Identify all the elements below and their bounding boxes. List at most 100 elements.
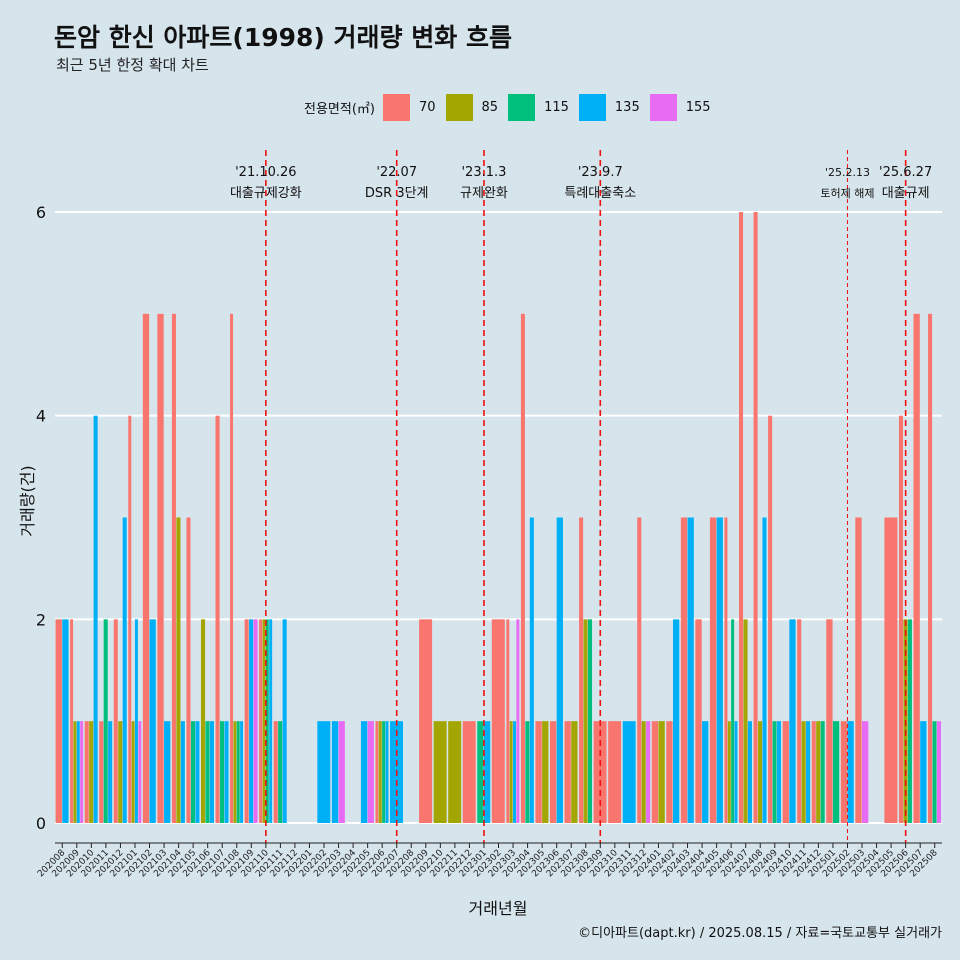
bar-202105-135 bbox=[195, 721, 200, 823]
y-tick-label: 6 bbox=[36, 203, 46, 222]
bar-202110-135 bbox=[269, 619, 273, 823]
bar-202304-135 bbox=[529, 517, 534, 823]
legend-swatch bbox=[445, 93, 473, 121]
bar-202108-85 bbox=[233, 721, 237, 823]
bar-202107-70 bbox=[215, 415, 220, 823]
event-date: '23.1.3 bbox=[461, 165, 506, 180]
bar-202506-70 bbox=[898, 415, 904, 823]
bar-202411-135 bbox=[806, 721, 811, 823]
bar-202211-85 bbox=[448, 721, 462, 823]
legend-swatch bbox=[508, 93, 536, 121]
legend-item-155: 155 bbox=[649, 93, 711, 121]
legend-label: 155 bbox=[685, 99, 711, 115]
bar-202503-70 bbox=[855, 517, 862, 823]
bar-202306-70 bbox=[549, 721, 557, 823]
bar-202402-135 bbox=[672, 619, 680, 823]
bar-202206-70 bbox=[375, 721, 379, 823]
y-tick-label: 4 bbox=[36, 407, 46, 426]
bar-202403-135 bbox=[687, 517, 694, 823]
legend-item-85: 85 bbox=[445, 93, 499, 121]
bar-202406-115 bbox=[731, 619, 735, 823]
bar-202507-135 bbox=[920, 721, 927, 823]
bar-202104-70 bbox=[171, 313, 176, 823]
legend-label: 115 bbox=[544, 99, 569, 115]
bar-202408-70 bbox=[753, 212, 758, 823]
bar-202206-135 bbox=[385, 721, 389, 823]
event-label: 규제완화 bbox=[460, 186, 508, 201]
bar-202008-135 bbox=[62, 619, 69, 823]
bar-202305-70 bbox=[535, 721, 542, 823]
bar-202111-135 bbox=[282, 619, 287, 823]
bar-202401-85 bbox=[658, 721, 665, 823]
bar-202402-70 bbox=[666, 721, 673, 823]
bar-202409-70 bbox=[768, 415, 773, 823]
bar-202304-70 bbox=[520, 313, 525, 823]
bar-202111-115 bbox=[278, 721, 283, 823]
event-date: '25.2.13 bbox=[825, 166, 870, 179]
annotation-layer: '21.10.26 대출규제강화 '22.07 DSR 3단계 '23.1.3 규제완화 '… bbox=[230, 150, 932, 843]
bar-202103-135 bbox=[164, 721, 171, 823]
bar-202407-85 bbox=[743, 619, 748, 823]
bar-202412-115 bbox=[820, 721, 825, 823]
bar-202406-135 bbox=[734, 721, 738, 823]
event-date: '25.6.27 bbox=[879, 165, 932, 180]
bar-202411-70 bbox=[797, 619, 802, 823]
bar-202505-70 bbox=[884, 517, 898, 823]
event-label: 토허제 해제 bbox=[820, 186, 874, 200]
bar-202310-70 bbox=[608, 721, 622, 823]
bar-202009-70 bbox=[70, 619, 74, 823]
bar-202103-70 bbox=[157, 313, 164, 823]
bar-202508-70 bbox=[928, 313, 933, 823]
bar-202401-70 bbox=[651, 721, 659, 823]
bar-202503-155 bbox=[862, 721, 869, 823]
bar-202502-135 bbox=[847, 721, 854, 823]
bar-202109-135 bbox=[249, 619, 254, 823]
bar-202106-115 bbox=[205, 721, 210, 823]
bar-202306-135 bbox=[556, 517, 563, 823]
x-axis-label: 거래년월 bbox=[469, 899, 528, 918]
legend-swatch bbox=[382, 93, 410, 121]
bar-202205-155 bbox=[367, 721, 374, 823]
legend-label: 85 bbox=[481, 99, 499, 115]
event-label: 대출규제 bbox=[882, 186, 930, 201]
bar-202012-85 bbox=[118, 721, 123, 823]
bar-202501-115 bbox=[832, 721, 840, 823]
bar-202410-135 bbox=[789, 619, 796, 823]
bar-202406-85 bbox=[727, 721, 731, 823]
event-label: DSR 3단계 bbox=[365, 186, 429, 201]
event-date: '23.9.7 bbox=[578, 165, 623, 180]
bar-202301-115 bbox=[477, 721, 484, 823]
legend-swatch bbox=[649, 93, 677, 121]
bar-202110-115 bbox=[265, 619, 269, 823]
bar-202101-155 bbox=[138, 721, 142, 823]
legend-item-70: 70 bbox=[382, 93, 436, 121]
bar-202408-135 bbox=[762, 517, 767, 823]
bar-202307-70 bbox=[564, 721, 571, 823]
bar-202311-135 bbox=[622, 721, 636, 823]
bar-202303-70 bbox=[506, 619, 510, 823]
bar-202406-70 bbox=[724, 517, 728, 823]
bar-202106-135 bbox=[209, 721, 214, 823]
bar-202111-70 bbox=[273, 721, 278, 823]
bar-202105-70 bbox=[186, 517, 191, 823]
event-label: 특례대출축소 bbox=[564, 186, 636, 201]
bar-202012-135 bbox=[122, 517, 127, 823]
bar-202104-135 bbox=[180, 721, 185, 823]
bar-202010-135 bbox=[93, 415, 98, 823]
bar-202502-70 bbox=[840, 721, 848, 823]
y-tick-label: 2 bbox=[36, 610, 46, 629]
bar-202305-85 bbox=[542, 721, 549, 823]
bar-202102-135 bbox=[149, 619, 156, 823]
chart-subtitle: 최근 5년 한정 확대 차트 bbox=[56, 56, 209, 74]
bar-202109-155 bbox=[253, 619, 258, 823]
bar-202404-70 bbox=[695, 619, 702, 823]
bar-202506-115 bbox=[907, 619, 912, 823]
bar-202011-135 bbox=[108, 721, 113, 823]
bar-202108-115 bbox=[236, 721, 240, 823]
bar-202009-135 bbox=[76, 721, 80, 823]
bar-202312-155 bbox=[646, 721, 651, 823]
bar-202304-115 bbox=[525, 721, 530, 823]
bar-202508-115 bbox=[932, 721, 937, 823]
bar-202507-70 bbox=[913, 313, 920, 823]
